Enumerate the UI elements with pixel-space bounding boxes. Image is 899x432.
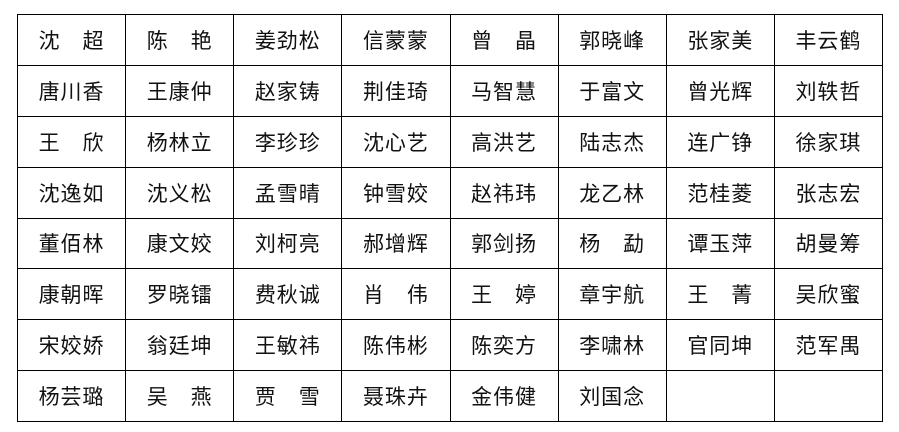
table-cell: 金伟健 [449,370,559,422]
table-cell: 吴 燕 [125,370,235,422]
table-cell: 翁廷坤 [125,319,235,372]
table-cell: 王敏祎 [233,319,343,372]
table-cell: 肖 伟 [341,268,451,321]
table-row: 董佰林 康文姣 刘柯亮 郝增辉 郭剑扬杨 勐谭玉萍 胡曼筹 [16,217,884,270]
table-cell: 章宇航 [557,268,667,321]
table-cell: 康朝晖 [16,268,127,321]
table-cell: 于富文 [557,64,667,117]
table-cell: 钟雪姣 [341,166,451,219]
table-cell: 马智慧 [449,64,559,117]
table-cell: 宋姣娇 [16,319,127,372]
table-cell: 丰云鹤 [773,14,884,66]
table-cell: 郝增辉 [341,217,451,270]
table-cell: 赵祎玮 [449,166,559,219]
table-cell: 沈 超 [16,14,127,66]
table-cell: 杨芸璐 [16,370,127,422]
table-row: 康朝晖 罗晓镭 费秋诚肖 伟王 婷章宇航王 菁吴欣蜜 [16,268,884,321]
table-row: 唐川香 王康仲 赵家铸 荆佳琦 马智慧 于富文 曾光辉 刘轶哲 [16,64,884,117]
table-cell: 刘轶哲 [773,64,884,117]
table-cell: 董佰林 [16,217,127,270]
table-cell: 官同坤 [665,319,775,372]
table-row: 宋姣娇 翁廷坤 王敏祎 陈伟彬 陈奕方 李啸林 官同坤 范军禺 [16,319,884,372]
table-row: 沈逸如 沈义松 孟雪晴 钟雪姣 赵祎玮 龙乙林 范桂菱 张志宏 [16,166,884,219]
table-cell: 吴欣蜜 [773,268,884,321]
table-cell: 王康仲 [125,64,235,117]
table-cell: 唐川香 [16,64,127,117]
table-cell: 范军禺 [773,319,884,372]
table-cell: 贾 雪 [233,370,343,422]
table-cell: 郭晓峰 [557,14,667,66]
table-cell: 李啸林 [557,319,667,372]
table-cell: 龙乙林 [557,166,667,219]
table-cell: 沈义松 [125,166,235,219]
table-cell: 张家美 [665,14,775,66]
table-cell: 刘柯亮 [233,217,343,270]
table-cell: 沈逸如 [16,166,127,219]
table-cell: 罗晓镭 [125,268,235,321]
table-cell: 信蒙蒙 [341,14,451,66]
table-row: 沈 超陈 艳姜劲松 信蒙蒙曾 晶郭晓峰 张家美 丰云鹤 [16,14,884,66]
table-cell: 刘国念 [557,370,667,422]
table-cell: 陆志杰 [557,115,667,168]
table-cell: 曾光辉 [665,64,775,117]
table-cell: 郭剑扬 [449,217,559,270]
table-cell: 王 欣 [16,115,127,168]
table-cell: 赵家铸 [233,64,343,117]
table-cell [665,370,775,422]
table-cell: 谭玉萍 [665,217,775,270]
table-cell: 荆佳琦 [341,64,451,117]
table-cell: 曾 晶 [449,14,559,66]
table-cell: 李珍珍 [233,115,343,168]
table-cell: 范桂菱 [665,166,775,219]
name-roster-body: 沈 超陈 艳姜劲松 信蒙蒙曾 晶郭晓峰 张家美 丰云鹤 唐川香 王康仲 赵家铸 荆佳琦 马智慧于… [16,14,884,422]
table-cell: 费秋诚 [233,268,343,321]
table-cell: 聂珠卉 [341,370,451,422]
table-cell: 杨 勐 [557,217,667,270]
name-roster-table: 沈 超陈 艳姜劲松 信蒙蒙曾 晶郭晓峰 张家美 丰云鹤 唐川香 王康仲 赵家铸 荆佳琦 马智慧于… [16,14,884,422]
table-cell: 高洪艺 [449,115,559,168]
table-cell: 陈 艳 [125,14,235,66]
table-cell: 张志宏 [773,166,884,219]
table-cell: 连广铮 [665,115,775,168]
table-cell: 沈心艺 [341,115,451,168]
table-cell: 陈奕方 [449,319,559,372]
table-cell: 姜劲松 [233,14,343,66]
table-cell: 康文姣 [125,217,235,270]
table-cell: 王 菁 [665,268,775,321]
table-cell: 孟雪晴 [233,166,343,219]
table-cell: 杨林立 [125,115,235,168]
table-cell: 王 婷 [449,268,559,321]
table-cell: 陈伟彬 [341,319,451,372]
table-cell [773,370,884,422]
table-row: 王 欣杨林立 李珍珍 沈心艺 高洪艺 陆志杰 连广铮 徐家琪 [16,115,884,168]
table-cell: 胡曼筹 [773,217,884,270]
table-row: 杨芸璐吴 燕贾 雪聂珠卉 金伟健 刘国念 [16,370,884,422]
table-cell: 徐家琪 [773,115,884,168]
